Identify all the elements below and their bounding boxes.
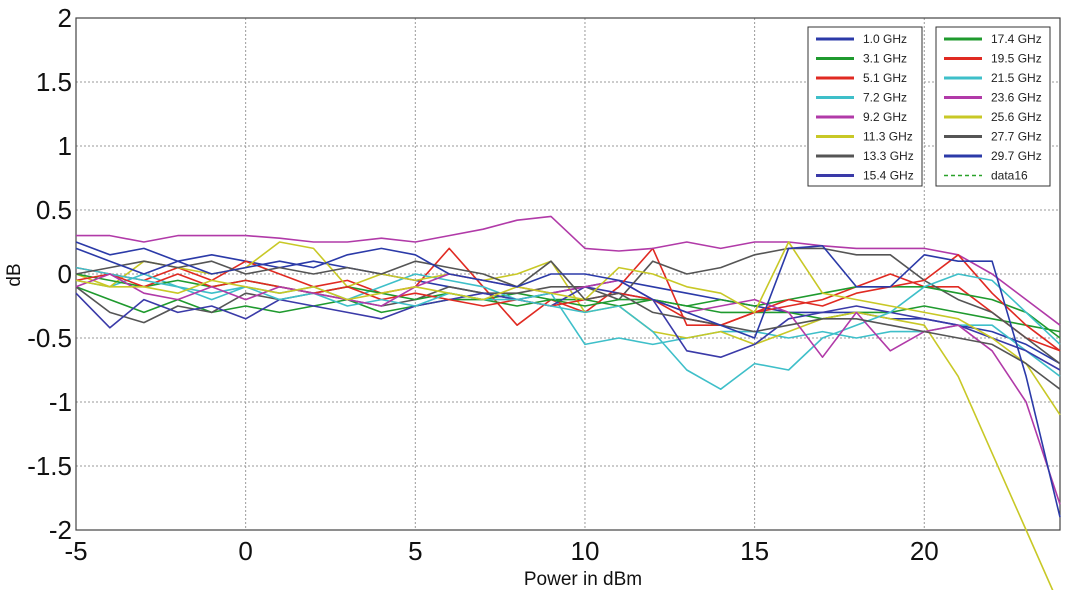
y-tick-label-7: -1.5 <box>27 451 72 481</box>
series-lines <box>75 215 1061 590</box>
legend-label-0-6: 13.3 GHz <box>863 149 914 163</box>
legend-label-0-0: 1.0 GHz <box>863 32 907 46</box>
legend: 1.0 GHz 3.1 GHz 5.1 GHz 7.2 GHz 9.2 GHz 11.3 … <box>807 26 1051 187</box>
legend-box-0 <box>807 26 923 187</box>
x-tick-label-0: -5 <box>64 536 87 566</box>
y-axis-label: dB <box>4 263 25 286</box>
legend-label-1-3: 23.6 GHz <box>991 91 1042 105</box>
y-tick-labels: 2 1.5 1 0.5 0 -0.5 -1 -1.5 -2 <box>27 3 72 545</box>
y-tick-label-8: -2 <box>49 515 72 545</box>
legend-label-1-1: 19.5 GHz <box>991 52 1042 66</box>
legend-label-0-4: 9.2 GHz <box>863 110 907 124</box>
x-tick-labels: -5 0 5 10 15 20 <box>64 536 938 566</box>
legend-label-1-6: 29.7 GHz <box>991 149 1042 163</box>
y-tick-label-4: 0 <box>58 259 72 289</box>
x-tick-label-4: 15 <box>740 536 769 566</box>
y-tick-label-0: 2 <box>58 3 72 33</box>
legend-label-0-2: 5.1 GHz <box>863 71 907 85</box>
series-line-2 <box>75 247 1061 352</box>
series-line-14 <box>75 245 1061 518</box>
x-tick-label-3: 10 <box>571 536 600 566</box>
series-line-10 <box>75 266 1061 391</box>
y-tick-label-1: 1.5 <box>36 67 72 97</box>
y-tick-label-2: 1 <box>58 131 72 161</box>
series-line-13 <box>75 260 1061 390</box>
series-line-11 <box>75 273 1061 505</box>
legend-box-1 <box>935 26 1051 187</box>
series-line-6 <box>75 247 1061 365</box>
x-tick-label-2: 5 <box>408 536 422 566</box>
legend-label-0-5: 11.3 GHz <box>863 130 913 144</box>
series-line-9 <box>75 254 1061 352</box>
y-tick-label-5: -0.5 <box>27 323 72 353</box>
legend-label-0-7: 15.4 GHz <box>863 169 914 183</box>
legend-label-1-4: 25.6 GHz <box>991 110 1042 124</box>
y-tick-label-6: -1 <box>49 387 72 417</box>
x-axis-label: Power in dBm <box>524 569 642 590</box>
series-line-3 <box>75 273 1061 378</box>
legend-label-0-3: 7.2 GHz <box>863 91 907 105</box>
legend-label-1-2: 21.5 GHz <box>991 71 1042 85</box>
legend-label-0-1: 3.1 GHz <box>863 52 907 66</box>
series-line-1 <box>75 286 1061 333</box>
x-tick-label-1: 0 <box>238 536 252 566</box>
x-tick-label-5: 20 <box>910 536 939 566</box>
legend-label-1-5: 27.7 GHz <box>991 130 1042 144</box>
series-line-4 <box>76 215 1061 326</box>
series-line-12 <box>75 241 1061 416</box>
legend-label-1-0: 17.4 GHz <box>991 32 1042 46</box>
legend-label-1-7: data16 <box>991 169 1028 183</box>
y-tick-label-3: 0.5 <box>36 195 72 225</box>
